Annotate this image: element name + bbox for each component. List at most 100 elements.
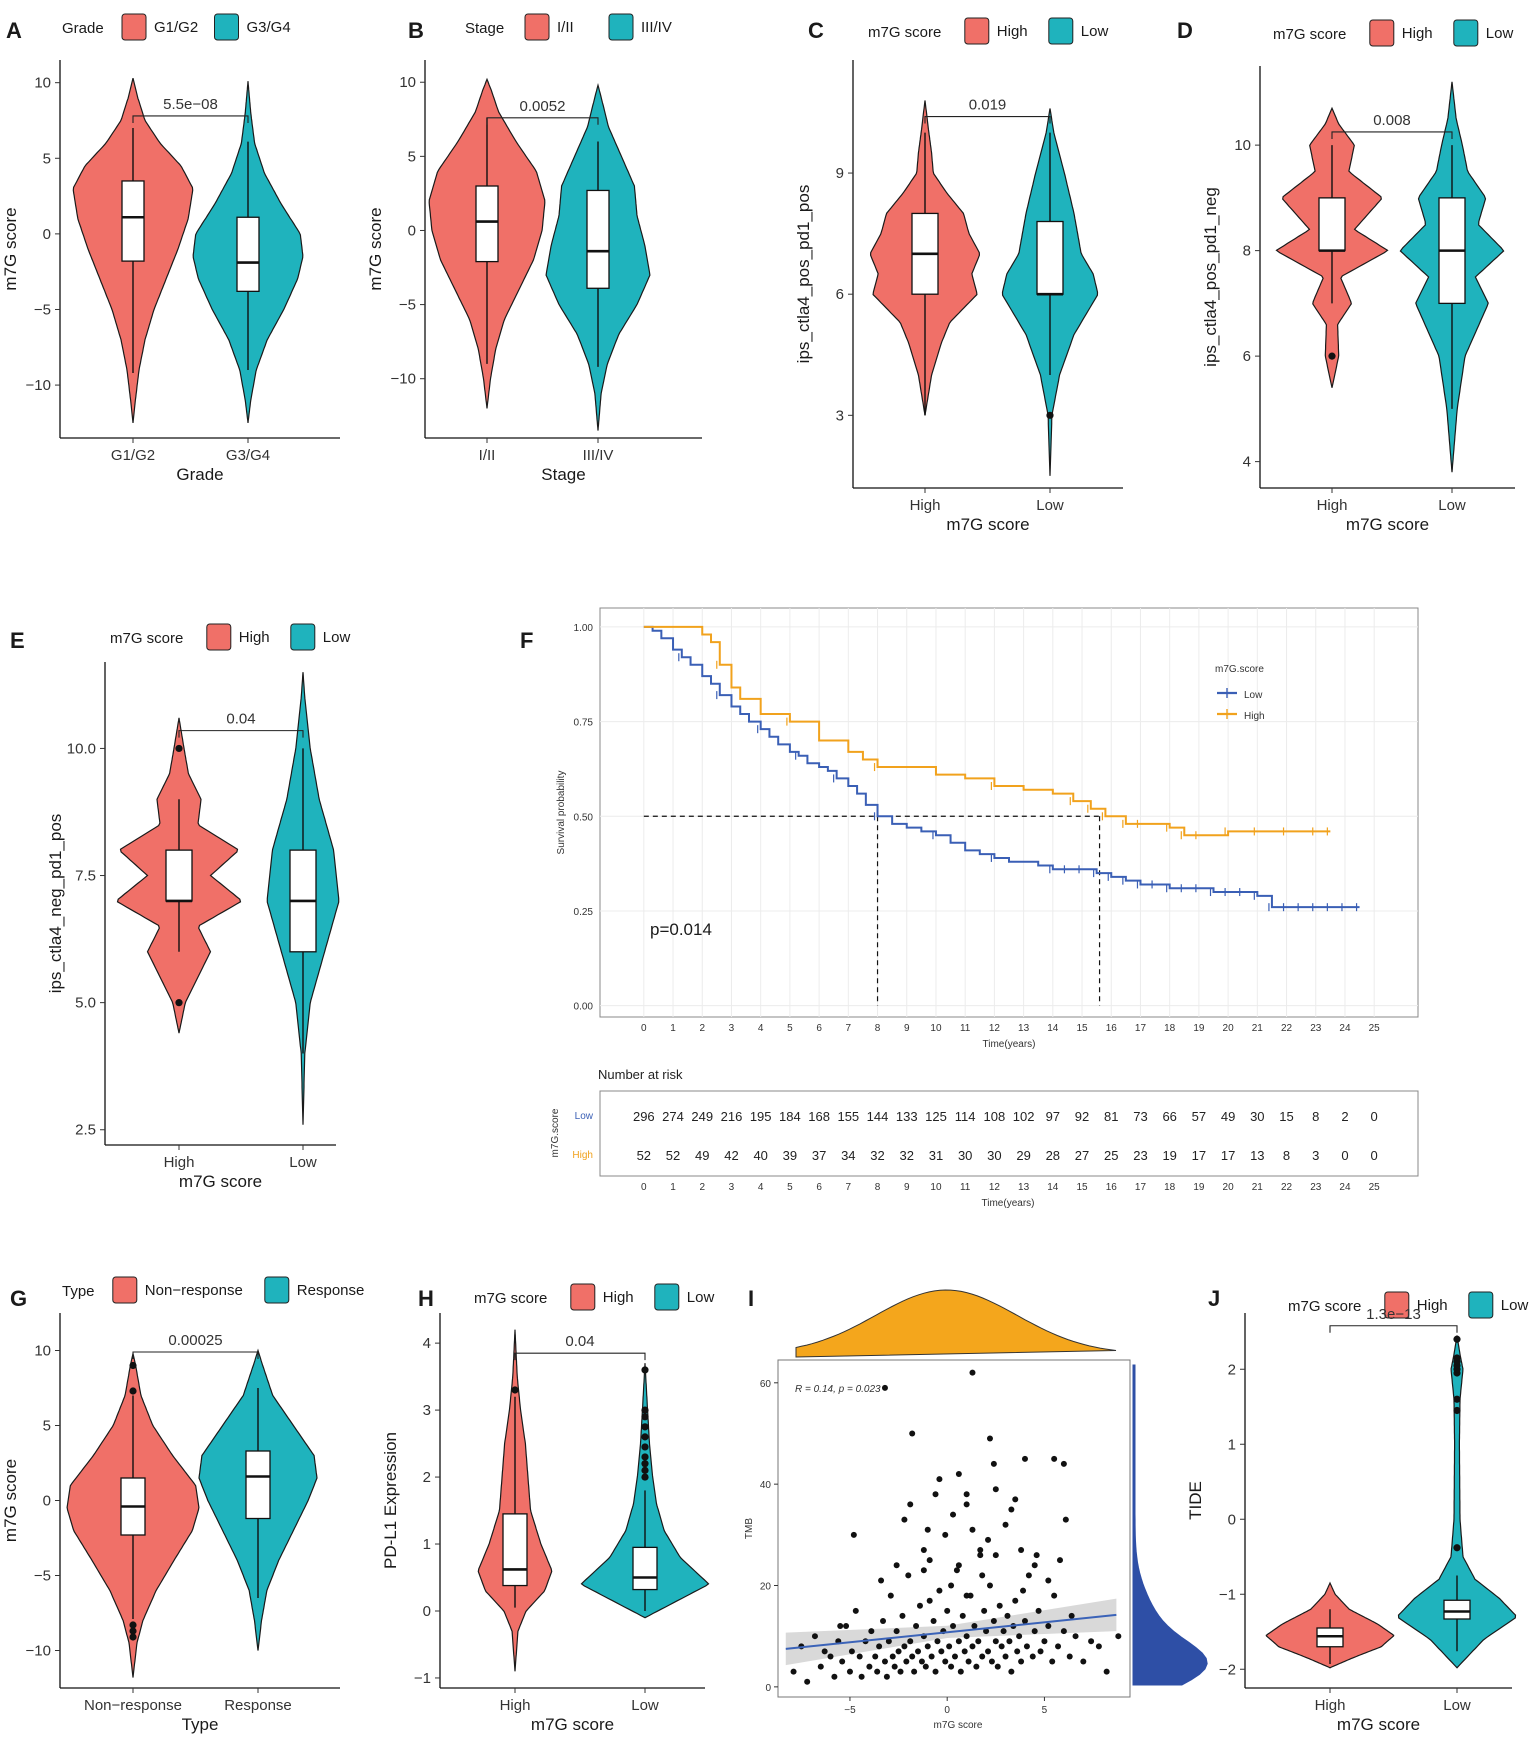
risk-x-tick: 11 [960, 1182, 971, 1193]
scatter-point [946, 1643, 953, 1650]
outlier-point [129, 1387, 137, 1395]
scatter-point [821, 1648, 828, 1655]
scatter-point [1066, 1653, 1073, 1660]
x-tick-label: I/II [479, 447, 496, 464]
scatter-point [1008, 1506, 1015, 1513]
risk-value: 0 [1371, 1109, 1378, 1124]
legend: Type Non−response Response [62, 1276, 364, 1304]
scatter-point [1029, 1653, 1036, 1660]
y-tick-label: 20 [760, 1582, 772, 1593]
scatter-point [969, 1643, 976, 1650]
legend-label-1: High [1417, 1297, 1448, 1314]
x-tick-label: Low [1438, 497, 1466, 514]
legend-label-1: High [997, 23, 1028, 40]
risk-value: 57 [1192, 1109, 1206, 1124]
correlation-annotation: R = 0.14, p = 0.023 [795, 1384, 881, 1395]
y-tick-label: 2.5 [75, 1122, 96, 1139]
risk-value: 30 [987, 1148, 1001, 1163]
p-value-label: 0.04 [565, 1333, 594, 1350]
legend: m7G score High Low [1288, 1291, 1528, 1319]
scatter-point [920, 1567, 927, 1574]
top-density [795, 1289, 1117, 1358]
scatter-point [973, 1663, 980, 1670]
scatter-point [1095, 1643, 1102, 1650]
legend: m7G score High Low [110, 623, 351, 651]
scatter-point [876, 1643, 883, 1650]
risk-value: 0 [1371, 1148, 1378, 1163]
scatter-point [942, 1658, 949, 1665]
scatter-point [990, 1460, 997, 1467]
scatter-point [936, 1587, 943, 1594]
scatter-point [955, 1638, 962, 1645]
p-value-label: 1.3e−13 [1366, 1306, 1421, 1323]
x-tick-label: 16 [1106, 1023, 1118, 1034]
scatter-point [1060, 1460, 1067, 1467]
scatter-point [909, 1653, 916, 1660]
legend-swatch-2 [1048, 17, 1074, 45]
risk-value: 216 [721, 1109, 743, 1124]
y-tick-label: −1 [1219, 1586, 1236, 1603]
scatter-point [985, 1536, 992, 1543]
box-2 [245, 1450, 271, 1520]
y-tick-label: 5 [43, 1418, 51, 1435]
outlier-point [641, 1433, 649, 1441]
scatter-point [942, 1531, 949, 1538]
risk-value: 155 [837, 1109, 859, 1124]
scatter-point [1021, 1455, 1028, 1462]
risk-value: 25 [1104, 1148, 1118, 1163]
risk-x-tick: 22 [1281, 1182, 1293, 1193]
y-tick-label: 0.25 [574, 907, 594, 918]
scatter-point [856, 1653, 863, 1660]
y-axis-title: m7G score [1, 207, 20, 290]
scatter-point [837, 1623, 844, 1630]
scatter-point [872, 1653, 879, 1660]
scatter-point [880, 1617, 887, 1624]
risk-value: 30 [1250, 1109, 1264, 1124]
scatter-point [1035, 1607, 1042, 1614]
scatter-point [992, 1638, 999, 1645]
scatter-point [963, 1592, 970, 1599]
scatter-point [936, 1476, 943, 1483]
risk-x-tick: 23 [1310, 1182, 1322, 1193]
risk-value: 184 [779, 1109, 801, 1124]
scatter-point [1115, 1633, 1122, 1640]
scatter-point [922, 1663, 929, 1670]
legend-swatch-1 [964, 17, 990, 45]
scatter-point [963, 1491, 970, 1498]
risk-x-tick: 1 [670, 1182, 676, 1193]
outlier-point [1453, 1406, 1461, 1415]
risk-value: 114 [955, 1109, 976, 1124]
x-tick-label: 10 [930, 1023, 942, 1034]
scatter-point [948, 1582, 955, 1589]
scatter-point [874, 1668, 881, 1675]
legend-swatch-1 [524, 13, 550, 41]
legend-swatch-1 [121, 13, 147, 41]
legend-swatch-1 [1369, 19, 1395, 47]
risk-x-tick: 15 [1076, 1182, 1088, 1193]
scatter-point [971, 1623, 978, 1630]
scatter-point [827, 1653, 834, 1660]
risk-axis-title: m7G.score [550, 1108, 561, 1157]
scatter-point [918, 1658, 925, 1665]
scatter-point [934, 1638, 941, 1645]
scatter-point [979, 1653, 986, 1660]
scatter-point [1023, 1643, 1030, 1650]
scatter-point [909, 1430, 916, 1437]
y-tick-label: 0 [43, 226, 51, 243]
scatter-point [1014, 1648, 1021, 1655]
x-tick-label: 24 [1339, 1023, 1351, 1034]
y-axis-title: Survival probability [556, 771, 567, 855]
scatter-point [981, 1607, 988, 1614]
scatter-point [998, 1643, 1005, 1650]
scatter-point [924, 1643, 931, 1650]
x-tick-label: 18 [1164, 1023, 1176, 1034]
legend-label-2: Low [323, 629, 351, 646]
scatter-point [839, 1658, 846, 1665]
x-axis-title: m7G score [1337, 1715, 1420, 1734]
legend-title: m7G score [1288, 1298, 1361, 1315]
risk-value: 42 [724, 1148, 738, 1163]
scatter-point [948, 1663, 955, 1670]
x-axis-title: m7G score [934, 1720, 983, 1731]
risk-value: 274 [662, 1109, 684, 1124]
